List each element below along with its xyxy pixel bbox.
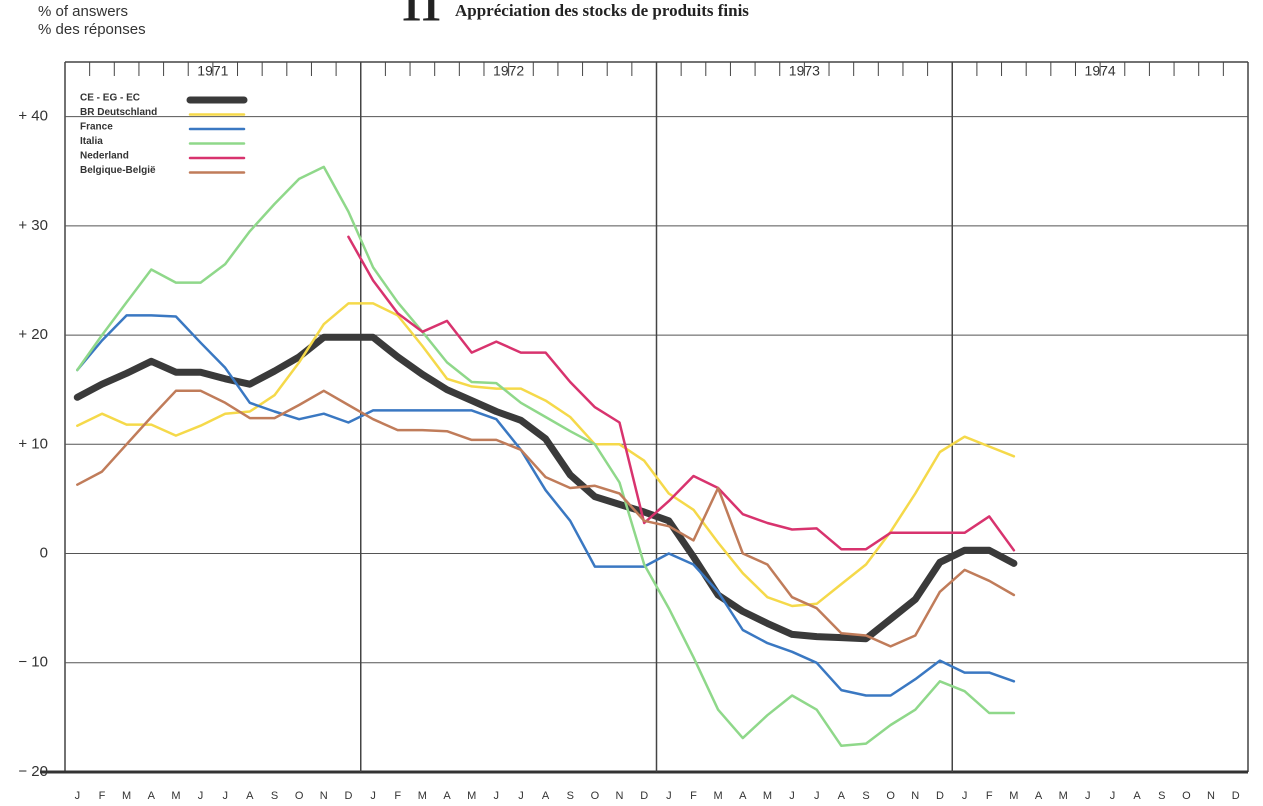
x-tick-label: A (246, 790, 254, 802)
x-tick-label: D (640, 790, 648, 802)
x-tick-label: S (1158, 790, 1165, 802)
year-label: 1972 (493, 63, 524, 79)
x-tick-label: M (1059, 790, 1068, 802)
x-tick-label: A (443, 790, 451, 802)
x-tick-label: M (467, 790, 476, 802)
x-tick-label: J (1110, 790, 1116, 802)
year-label: 1974 (1085, 63, 1116, 79)
legend-label: Nederland (80, 151, 129, 162)
x-tick-label: S (567, 790, 574, 802)
x-tick-label: N (616, 790, 624, 802)
x-tick-label: J (494, 790, 500, 802)
year-label: 1973 (789, 63, 820, 79)
x-tick-label: O (591, 790, 600, 802)
x-tick-label: M (418, 790, 427, 802)
legend-label: BR Deutschland (80, 107, 157, 118)
series-line (76, 302, 1016, 608)
x-tick-label: N (1207, 790, 1215, 802)
x-tick-label: A (838, 790, 846, 802)
x-tick-label: J (789, 790, 795, 802)
x-tick-label: J (75, 790, 81, 802)
y-label: % of answers (38, 3, 128, 20)
year-label: 1971 (197, 63, 228, 79)
x-tick-label: J (666, 790, 672, 802)
x-tick-label: D (1232, 790, 1240, 802)
legend-label: Italia (80, 136, 103, 147)
chart-number: 11 (400, 0, 442, 30)
x-tick-label: J (1085, 790, 1091, 802)
y-tick-label: 0 (40, 545, 48, 562)
y-tick-label: − 20 (18, 763, 48, 780)
series-line (76, 165, 1016, 748)
y-label: % des réponses (38, 21, 146, 38)
x-tick-label: M (1009, 790, 1018, 802)
x-tick-label: D (936, 790, 944, 802)
x-tick-label: A (542, 790, 550, 802)
x-tick-label: S (271, 790, 278, 802)
y-tick-label: + 40 (18, 108, 48, 125)
series-line (76, 314, 1016, 697)
x-tick-label: O (886, 790, 895, 802)
x-tick-label: N (911, 790, 919, 802)
x-tick-label: M (714, 790, 723, 802)
x-tick-label: N (320, 790, 328, 802)
x-tick-label: O (295, 790, 304, 802)
x-tick-label: A (148, 790, 156, 802)
chart-title: Appréciation des stocks de produits fini… (455, 1, 749, 20)
x-tick-label: M (122, 790, 131, 802)
x-tick-label: A (1035, 790, 1043, 802)
x-tick-label: A (739, 790, 747, 802)
legend-label: Belgique-België (80, 165, 156, 176)
x-tick-label: J (962, 790, 968, 802)
series-line (347, 235, 1016, 552)
x-tick-label: J (198, 790, 204, 802)
x-tick-label: J (518, 790, 524, 802)
x-tick-label: F (99, 790, 106, 802)
x-tick-label: D (344, 790, 352, 802)
x-tick-label: A (1133, 790, 1141, 802)
legend-label: CE - EG - EC (80, 93, 140, 104)
x-tick-label: M (763, 790, 772, 802)
x-tick-label: F (394, 790, 401, 802)
y-tick-label: + 20 (18, 326, 48, 343)
x-tick-label: F (690, 790, 697, 802)
series-line (76, 389, 1016, 648)
x-tick-label: J (370, 790, 376, 802)
x-tick-label: M (171, 790, 180, 802)
y-tick-label: − 10 (18, 654, 48, 671)
x-tick-label: O (1182, 790, 1191, 802)
y-tick-label: + 30 (18, 217, 48, 234)
x-tick-label: S (862, 790, 869, 802)
x-tick-label: J (814, 790, 820, 802)
y-tick-label: + 10 (18, 435, 48, 452)
x-tick-label: J (222, 790, 228, 802)
legend-label: France (80, 122, 113, 133)
x-tick-label: F (986, 790, 993, 802)
